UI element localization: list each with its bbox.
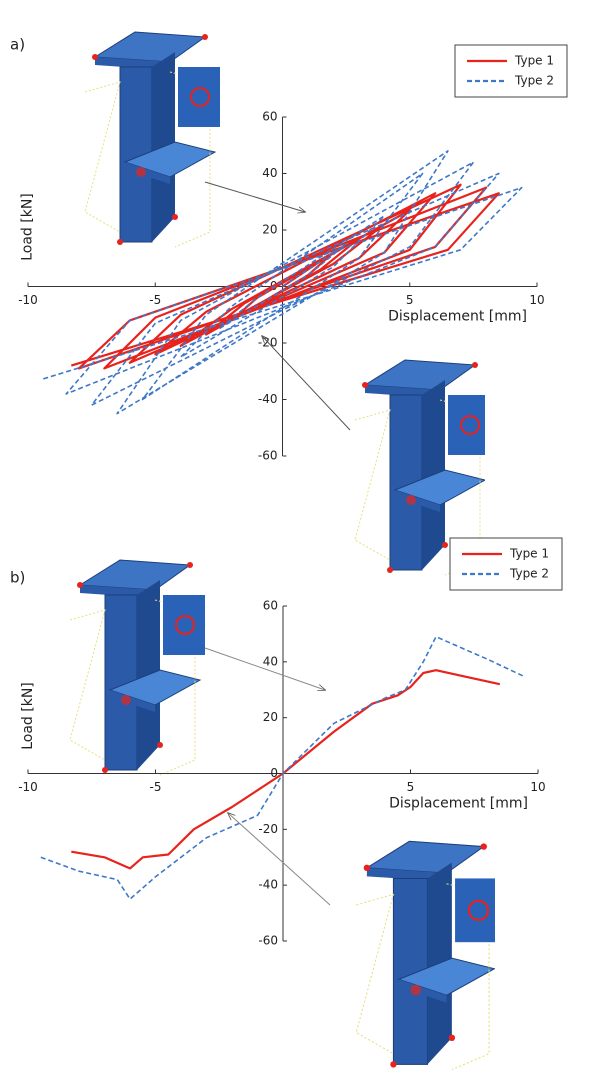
legend-label: Type 1: [514, 54, 554, 68]
y-tick-label: -60: [258, 449, 278, 463]
y-tick-label: 60: [263, 599, 278, 613]
y-axis-label: Load [kN]: [20, 682, 36, 750]
series-line: [70, 183, 500, 370]
arrow: [228, 813, 331, 906]
arrow: [204, 647, 325, 690]
x-tick-label: -5: [150, 780, 162, 794]
y-tick-label: 20: [263, 710, 278, 724]
x-tick-label: 5: [407, 780, 415, 794]
x-tick-label: 10: [530, 780, 545, 794]
x-tick-label: -5: [149, 293, 161, 307]
y-tick-label: -40: [258, 392, 278, 406]
legend-label: Type 2: [514, 74, 554, 88]
legend-label: Type 2: [509, 567, 549, 581]
y-tick-label: -20: [258, 822, 278, 836]
x-tick-label: -10: [18, 293, 38, 307]
model-illustration: [83, 30, 220, 249]
x-tick-label: 5: [406, 293, 414, 307]
series-line: [40, 635, 524, 900]
y-tick-label: 20: [262, 223, 277, 237]
series-line: [71, 669, 501, 870]
arrow: [262, 336, 351, 431]
legend-box: [449, 537, 563, 591]
panel-label: a): [10, 36, 25, 54]
y-tick-label: 40: [262, 166, 277, 180]
model-illustration: [68, 558, 205, 777]
legend-box: [454, 44, 568, 98]
y-tick-label: 0: [270, 766, 278, 780]
y-tick-label: 40: [263, 654, 278, 668]
panel-label: b): [10, 569, 25, 587]
series-line: [40, 150, 523, 415]
arrow: [204, 181, 305, 212]
x-tick-label: 10: [529, 293, 544, 307]
y-axis-label: Load [kN]: [20, 193, 36, 261]
y-tick-label: -60: [258, 934, 278, 948]
x-axis-label: Displacement [mm]: [388, 309, 527, 325]
model-illustration: [355, 840, 495, 1071]
y-tick-label: -40: [258, 878, 278, 892]
legend-label: Type 1: [509, 547, 549, 561]
x-axis-label: Displacement [mm]: [389, 796, 528, 812]
x-tick-label: -10: [18, 780, 38, 794]
y-tick-label: 60: [262, 110, 277, 124]
